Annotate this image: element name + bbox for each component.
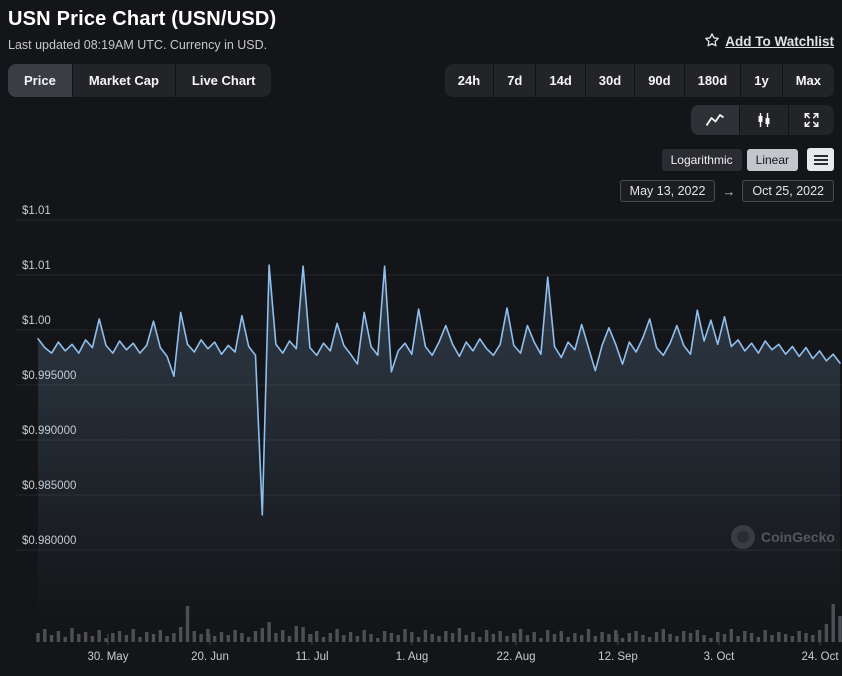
range-90d[interactable]: 90d bbox=[635, 64, 685, 97]
page-title: USN Price Chart (USN/USD) bbox=[8, 8, 277, 30]
controls-row-3: Logarithmic Linear bbox=[8, 148, 834, 171]
svg-text:30. May: 30. May bbox=[88, 651, 129, 663]
svg-text:12. Sep: 12. Sep bbox=[598, 651, 638, 663]
svg-text:11. Jul: 11. Jul bbox=[295, 651, 328, 663]
linear-button[interactable]: Linear bbox=[746, 148, 798, 171]
fullscreen-button[interactable] bbox=[789, 105, 834, 135]
svg-text:3. Oct: 3. Oct bbox=[704, 651, 735, 663]
controls-row-2 bbox=[8, 105, 834, 135]
chart-type-selector bbox=[691, 105, 834, 135]
price-chart[interactable]: $1.01$1.01$1.00$0.995000$0.990000$0.9850… bbox=[8, 204, 842, 670]
time-range-selector: 24h 7d 14d 30d 90d 180d 1y Max bbox=[444, 64, 834, 97]
svg-text:$1.01: $1.01 bbox=[22, 205, 51, 217]
line-chart-icon bbox=[705, 112, 725, 128]
candlestick-chart-button[interactable] bbox=[740, 105, 789, 135]
svg-text:20. Jun: 20. Jun bbox=[191, 651, 229, 663]
add-to-watchlist-label: Add To Watchlist bbox=[725, 34, 834, 49]
chart-mode-tabs: Price Market Cap Live Chart bbox=[8, 64, 272, 97]
date-range-arrow-icon: → bbox=[722, 183, 736, 199]
svg-text:24. Oct: 24. Oct bbox=[801, 651, 839, 663]
tab-market-cap[interactable]: Market Cap bbox=[72, 64, 176, 97]
tab-price[interactable]: Price bbox=[8, 64, 73, 97]
date-to-input[interactable]: Oct 25, 2022 bbox=[742, 180, 834, 202]
svg-text:$1.00: $1.00 bbox=[22, 315, 51, 327]
controls-row-4: May 13, 2022 → Oct 25, 2022 bbox=[8, 180, 834, 202]
range-max[interactable]: Max bbox=[782, 64, 834, 97]
range-1y[interactable]: 1y bbox=[741, 64, 783, 97]
tab-live-chart[interactable]: Live Chart bbox=[175, 64, 272, 97]
expand-icon bbox=[803, 112, 820, 128]
range-30d[interactable]: 30d bbox=[585, 64, 636, 97]
logarithmic-button[interactable]: Logarithmic bbox=[661, 148, 742, 171]
header: USN Price Chart (USN/USD) Last updated 0… bbox=[8, 0, 834, 52]
chart-context-menu-button[interactable] bbox=[807, 148, 834, 171]
range-14d[interactable]: 14d bbox=[536, 64, 586, 97]
range-24h[interactable]: 24h bbox=[444, 64, 495, 97]
range-180d[interactable]: 180d bbox=[684, 64, 742, 97]
range-7d[interactable]: 7d bbox=[494, 64, 537, 97]
date-from-input[interactable]: May 13, 2022 bbox=[619, 180, 716, 202]
svg-text:22. Aug: 22. Aug bbox=[496, 651, 535, 663]
candlestick-icon bbox=[754, 112, 774, 128]
header-text: USN Price Chart (USN/USD) Last updated 0… bbox=[8, 6, 276, 52]
svg-text:1. Aug: 1. Aug bbox=[396, 651, 429, 663]
add-to-watchlist-link[interactable]: Add To Watchlist bbox=[704, 32, 834, 52]
line-chart-button[interactable] bbox=[691, 105, 740, 135]
last-updated-text: Last updated 08:19AM UTC. Currency in US… bbox=[8, 38, 268, 52]
star-icon bbox=[704, 32, 720, 51]
svg-text:CoinGecko: CoinGecko bbox=[761, 529, 835, 545]
svg-text:$1.01: $1.01 bbox=[22, 260, 51, 272]
controls-row-1: Price Market Cap Live Chart 24h 7d 14d 3… bbox=[8, 64, 834, 97]
hamburger-icon bbox=[813, 154, 828, 165]
